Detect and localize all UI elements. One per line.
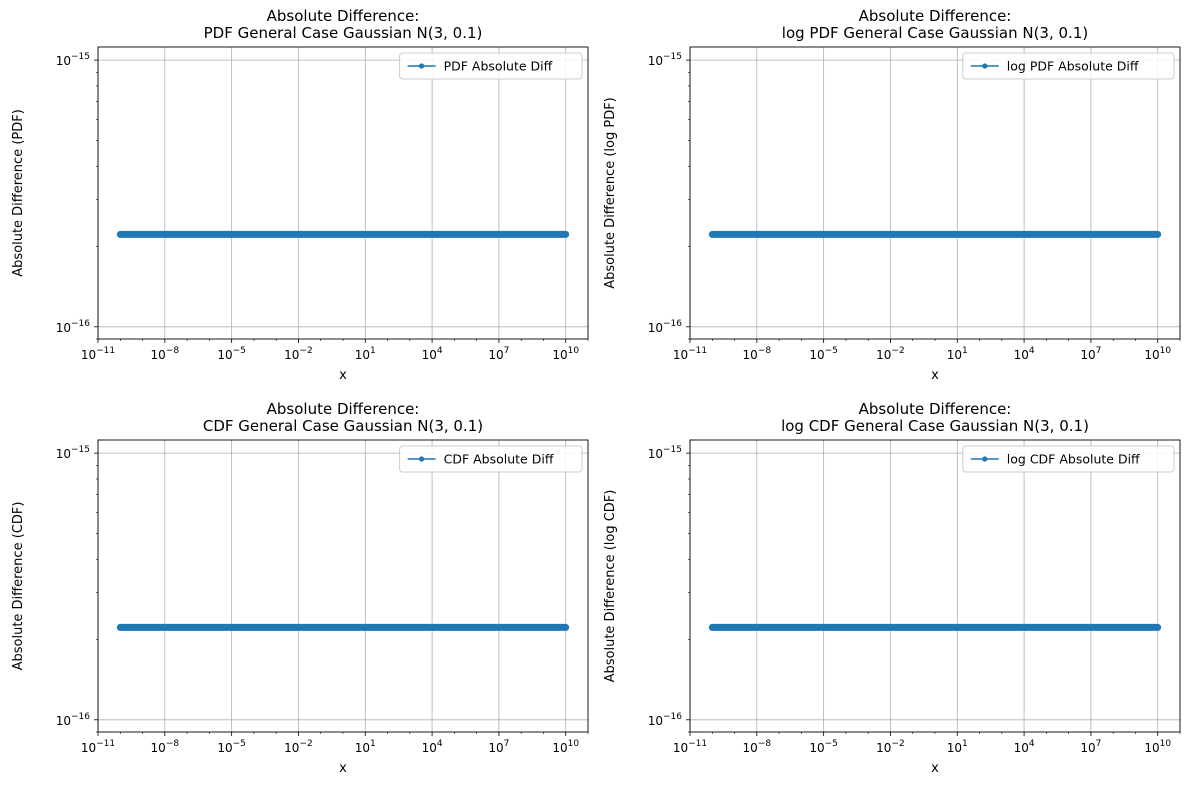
legend-box <box>399 445 583 473</box>
x-tick-label: 107 <box>1080 346 1101 362</box>
x-tick-label: 104 <box>422 346 443 362</box>
legend-label: log CDF Absolute Diff <box>1007 452 1140 467</box>
x-tick-label: 101 <box>947 346 968 362</box>
x-tick-label: 10−11 <box>81 346 115 362</box>
x-tick-label: 107 <box>488 346 509 362</box>
chart-title-line-2: CDF General Case Gaussian N(3, 0.1) <box>203 417 483 435</box>
subplot-4: 10−11 10−8 10−5 10−2 101 104 107 1010 10−16 10−15… <box>603 400 1181 776</box>
x-tick-label: 10−11 <box>673 739 707 755</box>
chart-title-line-1: Absolute Difference: <box>859 400 1012 418</box>
legend: PDF Absolute Diff <box>399 52 583 80</box>
subplot-1: 10−11 10−8 10−5 10−2 101 104 107 1010 10−16 10−15… <box>11 7 589 383</box>
legend-label: CDF Absolute Diff <box>444 452 554 467</box>
x-tick-label: 10−5 <box>217 739 246 755</box>
x-tick-label: 1010 <box>552 346 579 362</box>
legend-label: log PDF Absolute Diff <box>1007 59 1139 74</box>
y-tick-label: 10−15 <box>56 445 90 461</box>
legend-box <box>962 52 1175 80</box>
x-tick-label: 10−2 <box>876 739 905 755</box>
x-tick-label: 10−8 <box>743 346 772 362</box>
y-tick-label: 10−16 <box>56 712 91 728</box>
x-tick-label: 101 <box>355 346 376 362</box>
legend-marker-swatch <box>419 63 425 69</box>
legend-box <box>962 445 1175 473</box>
x-tick-label: 1010 <box>552 739 579 755</box>
x-axis-label: x <box>339 368 347 383</box>
chart-title-line-1: Absolute Difference: <box>267 7 420 25</box>
axes-frame <box>97 46 589 340</box>
legend-marker-swatch <box>982 456 988 462</box>
axes-frame <box>689 439 1181 733</box>
chart-title-line-2: PDF General Case Gaussian N(3, 0.1) <box>204 24 483 42</box>
x-tick-label: 107 <box>1080 739 1101 755</box>
subplot-2: 10−11 10−8 10−5 10−2 101 104 107 1010 10−16 10−15… <box>603 7 1181 383</box>
y-axis-label: Absolute Difference (CDF) <box>11 502 26 671</box>
x-axis-label: x <box>931 761 939 776</box>
y-tick-label: 10−16 <box>648 319 683 335</box>
y-tick-label: 10−16 <box>56 319 91 335</box>
legend-label: PDF Absolute Diff <box>444 59 553 74</box>
x-tick-label: 10−8 <box>743 739 772 755</box>
chart-title-line-1: Absolute Difference: <box>859 7 1012 25</box>
chart-title-line-2: log PDF General Case Gaussian N(3, 0.1) <box>782 24 1088 42</box>
y-tick-label: 10−15 <box>56 52 90 68</box>
x-tick-label: 10−2 <box>284 346 313 362</box>
legend-marker-swatch <box>419 456 425 462</box>
x-tick-label: 10−8 <box>151 739 180 755</box>
y-axis-label: Absolute Difference (PDF) <box>11 109 26 277</box>
x-tick-label: 10−11 <box>673 346 707 362</box>
chart-title-line-2: log CDF General Case Gaussian N(3, 0.1) <box>781 417 1089 435</box>
x-axis-label: x <box>931 368 939 383</box>
axes-frame <box>689 46 1181 340</box>
legend: CDF Absolute Diff <box>399 445 583 473</box>
y-axis-label: Absolute Difference (log PDF) <box>603 97 618 289</box>
x-tick-label: 101 <box>947 739 968 755</box>
x-tick-label: 101 <box>355 739 376 755</box>
x-tick-label: 10−11 <box>81 739 115 755</box>
subplot-3: 10−11 10−8 10−5 10−2 101 104 107 1010 10−16 10−15… <box>11 400 589 776</box>
axes-frame <box>97 439 589 733</box>
x-tick-label: 107 <box>488 739 509 755</box>
y-tick-label: 10−15 <box>648 52 682 68</box>
y-axis-label: Absolute Difference (log CDF) <box>603 490 618 683</box>
x-tick-label: 10−5 <box>809 346 838 362</box>
x-tick-label: 10−5 <box>809 739 838 755</box>
y-tick-label: 10−15 <box>648 445 682 461</box>
x-tick-label: 10−2 <box>876 346 905 362</box>
x-tick-label: 10−8 <box>151 346 180 362</box>
x-tick-label: 10−5 <box>217 346 246 362</box>
x-tick-label: 104 <box>422 739 443 755</box>
chart-title-line-1: Absolute Difference: <box>267 400 420 418</box>
x-axis-label: x <box>339 761 347 776</box>
legend-marker-swatch <box>982 63 988 69</box>
legend-box <box>399 52 583 80</box>
x-tick-label: 1010 <box>1144 739 1171 755</box>
legend: log CDF Absolute Diff <box>962 445 1175 473</box>
x-tick-label: 104 <box>1014 346 1035 362</box>
legend: log PDF Absolute Diff <box>962 52 1175 80</box>
x-tick-label: 1010 <box>1144 346 1171 362</box>
y-tick-label: 10−16 <box>648 712 683 728</box>
x-tick-label: 104 <box>1014 739 1035 755</box>
x-tick-label: 10−2 <box>284 739 313 755</box>
